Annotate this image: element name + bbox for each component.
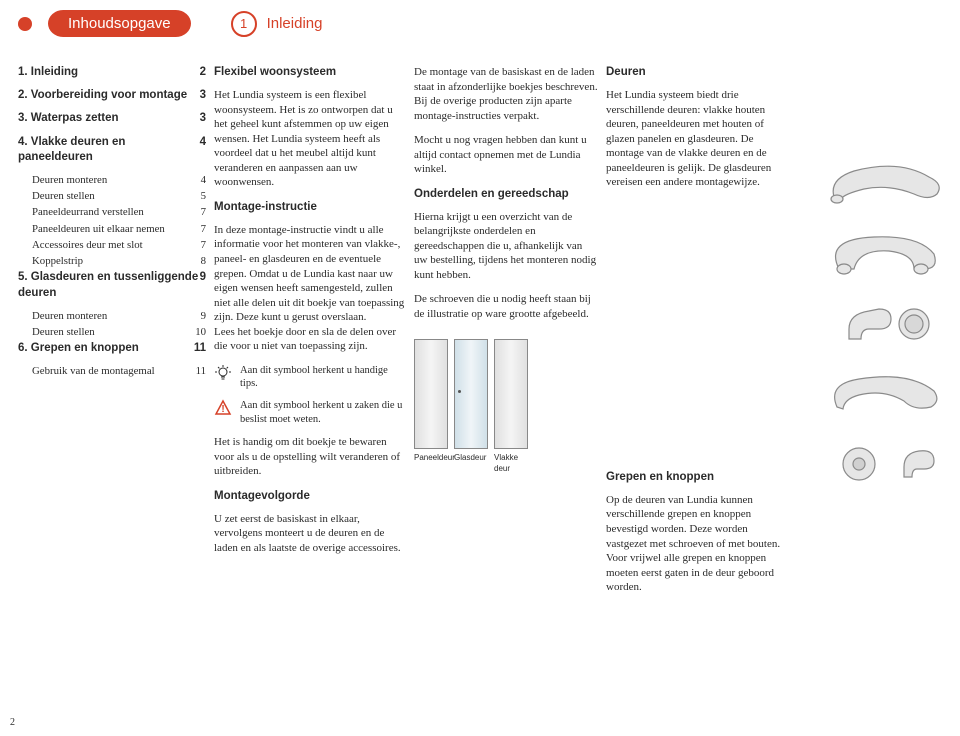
warn-text: Aan dit symbool herkent u zaken die u be… xyxy=(240,399,406,427)
p-vragen: Mocht u nog vragen hebben dan kunt u alt… xyxy=(414,133,598,177)
p-montage-instr: In deze montage-instructie vindt u alle … xyxy=(214,223,406,354)
col-5-hardware xyxy=(798,65,960,605)
flatdoor-icon xyxy=(494,339,528,449)
toc-sub-row: Paneeldeurrand verstellen7 xyxy=(32,205,206,219)
paneldoor-icon xyxy=(414,339,448,449)
label-paneldoor: Paneeldeur xyxy=(414,453,448,474)
col-2: Flexibel woonsysteem Het Lundia systeem … xyxy=(214,65,406,605)
toc-main-row: 6. Grepen en knoppen11 xyxy=(18,341,206,356)
header-title-right: Inleiding xyxy=(267,15,323,32)
col-3: De montage van de basiskast en de laden … xyxy=(414,65,598,605)
p-overzicht: Hierna krijgt u een overzicht van de bel… xyxy=(414,210,598,283)
tip-text: Aan dit symbool herkent u handige tips. xyxy=(240,364,406,392)
badge-right: 1 Inleiding xyxy=(231,11,323,37)
toc-sub-row: Gebruik van de montagemal11 xyxy=(32,364,206,378)
h-flexibel: Flexibel woonsysteem xyxy=(214,65,406,80)
badge-left: Inhoudsopgave xyxy=(18,10,191,37)
label-flatdoor: Vlakke deur xyxy=(494,453,528,474)
toc-sub-row: Deuren monteren9 xyxy=(32,309,206,323)
toc-main-row: 3. Waterpas zetten3 xyxy=(18,111,206,126)
col-4: Deuren Het Lundia systeem biedt drie ver… xyxy=(606,65,790,605)
header-title-left: Inhoudsopgave xyxy=(48,10,191,37)
toc-main-row: 4. Vlakke deuren en paneeldeuren4 xyxy=(18,135,206,165)
main-grid: 1. Inleiding2 2. Voorbereiding voor monta… xyxy=(0,37,960,605)
knob-2-icon xyxy=(798,435,960,493)
doors-illustration xyxy=(414,339,598,449)
dot-icon xyxy=(18,17,32,31)
door-labels: Paneeldeur Glasdeur Vlakke deur xyxy=(414,453,598,474)
p-grepen: Op de deuren van Lundia kunnen verschill… xyxy=(606,493,790,595)
p-basiskast: De montage van de basiskast en de laden … xyxy=(414,65,598,123)
toc-sub-row: Koppelstrip8 xyxy=(32,254,206,268)
header: Inhoudsopgave 1 Inleiding xyxy=(0,0,960,37)
h-deuren: Deuren xyxy=(606,65,790,80)
svg-text:!: ! xyxy=(221,404,224,415)
toc-sub-row: Paneeldeuren uit elkaar nemen7 xyxy=(32,222,206,236)
page-number: 2 xyxy=(10,717,15,728)
handle-2-icon xyxy=(798,225,960,283)
tip-row: Aan dit symbool herkent u handige tips. xyxy=(214,364,406,392)
knob-1-icon xyxy=(798,295,960,353)
handle-3-icon xyxy=(798,365,960,423)
p-volgorde: U zet eerst de basiskast in elkaar, verv… xyxy=(214,512,406,556)
toc-sub-row: Deuren stellen10 xyxy=(32,325,206,339)
toc-main-row: 1. Inleiding2 xyxy=(18,65,206,80)
toc-sub-row: Deuren monteren4 xyxy=(32,173,206,187)
warning-icon: ! xyxy=(214,399,232,417)
toc-main-row: 2. Voorbereiding voor montage3 xyxy=(18,88,206,103)
h-grepen: Grepen en knoppen xyxy=(606,470,790,485)
p-schroeven: De schroeven die u nodig heeft staan bij… xyxy=(414,292,598,321)
toc-column: 1. Inleiding2 2. Voorbereiding voor monta… xyxy=(18,65,206,605)
p-bewaren: Het is handig om dit boekje te bewaren v… xyxy=(214,435,406,479)
h-volgorde: Montagevolgorde xyxy=(214,489,406,504)
lightbulb-icon xyxy=(214,364,232,382)
p-flexibel: Het Lundia systeem is een flexibel woons… xyxy=(214,88,406,190)
toc-sub-row: Accessoires deur met slot7 xyxy=(32,238,206,252)
handle-1-icon xyxy=(798,155,960,213)
h-onderdelen: Onderdelen en gereedschap xyxy=(414,187,598,202)
toc-main-row: 5. Glasdeuren en tussenliggende deuren9 xyxy=(18,270,206,300)
glassdoor-icon xyxy=(454,339,488,449)
label-glassdoor: Glasdeur xyxy=(454,453,488,474)
h-montage-instr: Montage-instructie xyxy=(214,200,406,215)
chapter-number: 1 xyxy=(231,11,257,37)
warn-row: ! Aan dit symbool herkent u zaken die u … xyxy=(214,399,406,427)
toc-sub-row: Deuren stellen5 xyxy=(32,189,206,203)
p-deuren: Het Lundia systeem biedt drie verschille… xyxy=(606,88,790,190)
